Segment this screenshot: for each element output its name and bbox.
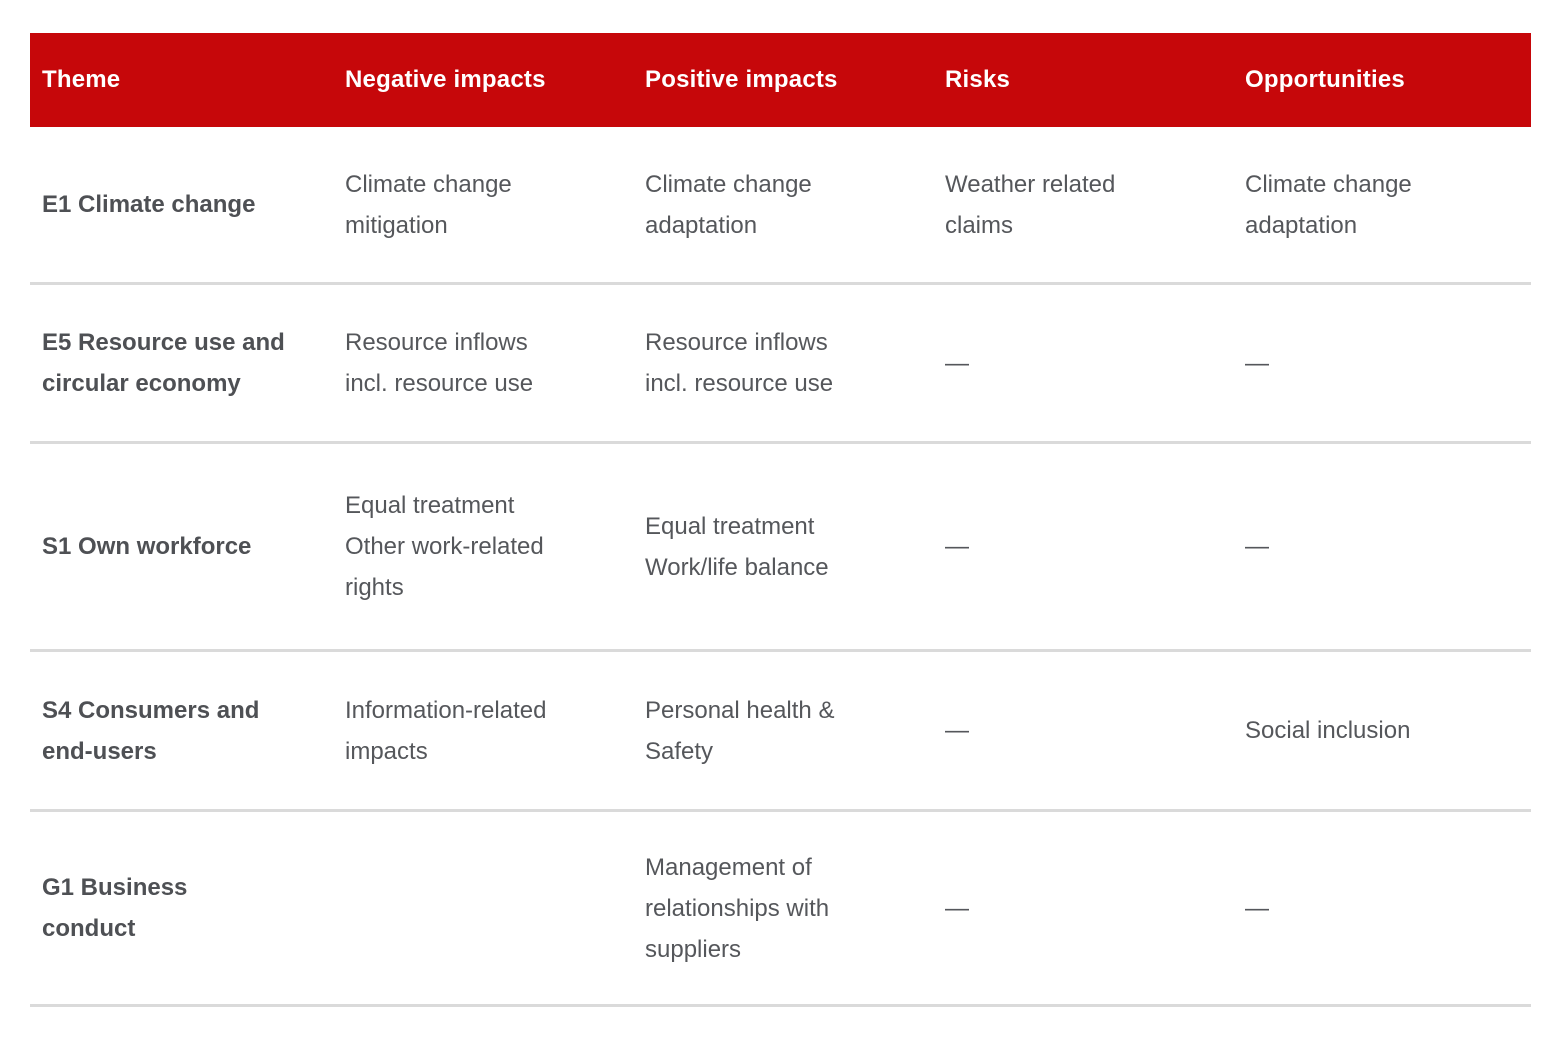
negative-impacts-cell: Resource inflows incl. resource use [345, 329, 534, 397]
theme-cell: G1 Business conduct [42, 874, 188, 942]
theme-cell: E1 Climate change [42, 191, 256, 218]
theme-cell: S1 Own workforce [42, 533, 252, 560]
negative-impacts-cell: Climate change mitigation [345, 170, 512, 239]
opportunities-cell: — [1245, 533, 1269, 560]
risks-cell: — [945, 349, 969, 377]
column-header-risks: Risks [945, 66, 1011, 93]
negative-impacts-cell: Information-related impacts [345, 696, 547, 765]
column-header-opportunities: Opportunities [1245, 66, 1405, 93]
opportunities-cell: Social inclusion [1245, 717, 1411, 744]
positive-impacts-cell: Climate change adaptation [645, 170, 812, 239]
opportunities-cell: Climate change adaptation [1245, 170, 1412, 239]
theme-cell: S4 Consumers and end-users [42, 696, 260, 765]
risks-cell: — [945, 894, 969, 922]
opportunities-cell: — [1245, 894, 1269, 922]
column-header-negative-impacts: Negative impacts [345, 66, 546, 93]
negative-impacts-cell [333, 874, 633, 942]
positive-impacts-cell: Management of relationships with supplie… [645, 853, 830, 963]
table-body: E1 Climate change Climate change mitigat… [30, 127, 1531, 1007]
negative-impacts-cell: Equal treatment Other work-related right… [345, 492, 544, 601]
table-row-g1-business-conduct: G1 Business conduct Management of relati… [30, 812, 1531, 1007]
positive-impacts-cell: Personal health & Safety [645, 696, 835, 765]
column-header-positive-impacts: Positive impacts [645, 66, 838, 93]
opportunities-cell: — [1245, 349, 1269, 377]
table-header-row: Theme Negative impacts Positive impacts … [30, 33, 1531, 127]
risks-cell: Weather related claims [945, 170, 1116, 239]
positive-impacts-cell: Equal treatment Work/life balance [645, 512, 829, 581]
table-row-e5-resource-use: E5 Resource use and circular economy Res… [30, 285, 1531, 444]
risks-cell: — [945, 717, 969, 744]
positive-impacts-cell: Resource inflows incl. resource use [645, 329, 834, 397]
table-row-e1-climate-change: E1 Climate change Climate change mitigat… [30, 127, 1531, 285]
table-row-s4-consumers: S4 Consumers and end-users Information-r… [30, 652, 1531, 812]
table-row-s1-own-workforce: S1 Own workforce Equal treatment Other w… [30, 444, 1531, 652]
theme-cell: E5 Resource use and circular economy [42, 329, 285, 397]
materiality-table: Theme Negative impacts Positive impacts … [30, 33, 1531, 1007]
column-header-theme: Theme [42, 66, 121, 93]
risks-cell: — [945, 533, 969, 560]
